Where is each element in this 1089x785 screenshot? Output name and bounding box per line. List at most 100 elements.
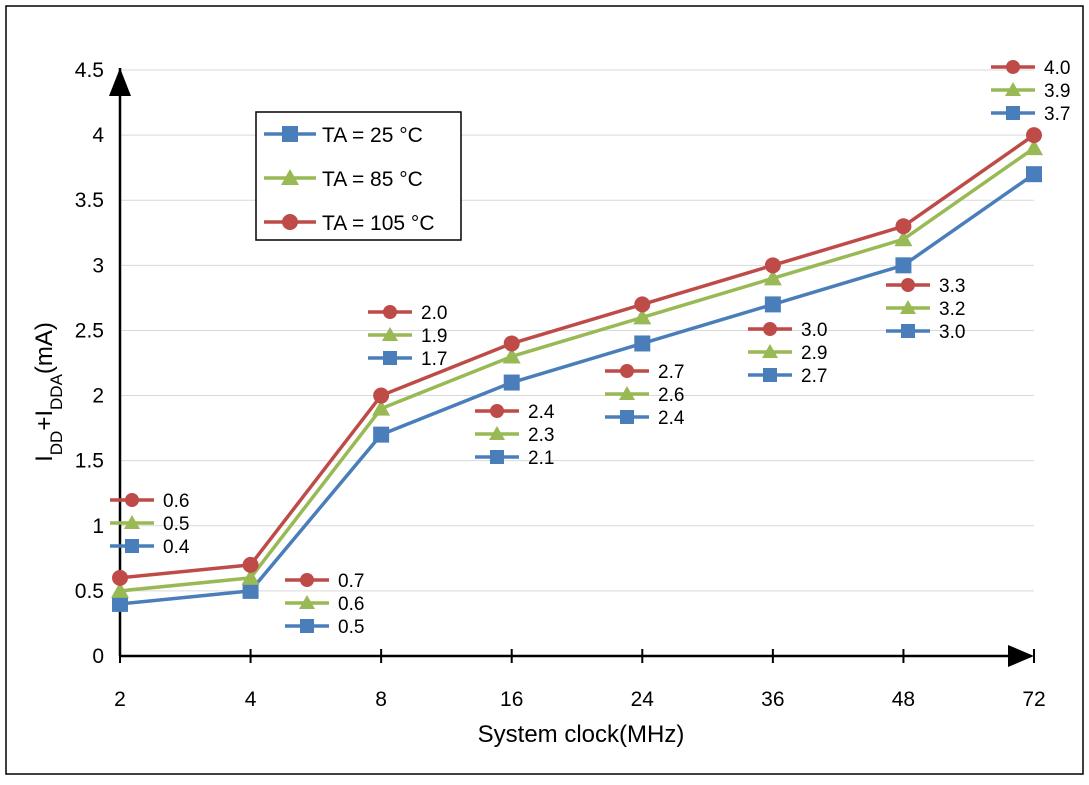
data-label: 3.0 (939, 322, 965, 343)
data-point (373, 426, 390, 443)
data-label: 3.0 (801, 320, 827, 341)
data-label: 2.3 (528, 425, 554, 446)
legend-marker (282, 214, 298, 230)
data-label: 2.0 (421, 303, 447, 324)
legend-marker (281, 169, 299, 185)
legend-label: TA = 25 °C (322, 124, 423, 147)
data-label-marker (1005, 82, 1021, 96)
y-tick-label: 1.5 (75, 450, 104, 473)
data-point (1025, 139, 1043, 156)
data-label-marker (1006, 106, 1020, 120)
data-label-marker (125, 493, 139, 507)
data-point (373, 387, 390, 404)
data-label: 2.7 (801, 366, 827, 387)
data-point (895, 257, 912, 274)
data-point (633, 308, 652, 325)
data-label: 0.7 (338, 571, 364, 592)
data-point (764, 296, 781, 313)
x-axis-arrow (1008, 645, 1034, 667)
series-line (119, 133, 1036, 580)
data-label-marker (490, 404, 504, 418)
data-point (763, 269, 782, 286)
data-label: 3.9 (1044, 81, 1070, 102)
data-label-marker (125, 539, 139, 553)
data-label: 2.4 (658, 408, 685, 429)
data-label: 2.9 (801, 343, 827, 364)
data-point (372, 399, 391, 416)
data-label: 0.6 (338, 594, 364, 615)
y-tick-label: 3.5 (75, 189, 104, 212)
data-point (242, 582, 259, 599)
data-label: 2.1 (528, 448, 554, 469)
data-label: 1.7 (421, 349, 447, 370)
data-point (112, 569, 128, 586)
data-label-marker (124, 515, 140, 529)
data-label-marker (489, 426, 505, 440)
data-label-marker (620, 410, 634, 424)
series-line (119, 172, 1036, 606)
data-point (503, 335, 520, 352)
y-axis-title: IDD+IDDA(mA) (31, 322, 66, 462)
data-label-marker (763, 368, 777, 382)
data-point (111, 581, 129, 598)
data-label: 3.7 (1044, 104, 1070, 125)
data-point (503, 374, 520, 391)
data-label-marker (619, 386, 635, 400)
data-label-marker (900, 300, 916, 314)
y-tick-label: 4.5 (75, 59, 104, 82)
data-label: 0.5 (338, 617, 364, 638)
data-label: 0.6 (163, 491, 189, 512)
data-label: 0.5 (163, 514, 189, 535)
data-label-marker (901, 278, 915, 292)
data-label-marker (299, 595, 315, 609)
data-label-marker (763, 322, 777, 336)
x-tick-label: 72 (1022, 688, 1045, 711)
data-label-marker (901, 324, 915, 338)
data-point (894, 230, 913, 247)
data-label: 1.9 (421, 326, 447, 347)
data-label-marker (620, 364, 634, 378)
data-point (242, 556, 259, 573)
x-tick-label: 4 (245, 688, 257, 711)
y-tick-label: 3 (92, 254, 104, 277)
y-tick-label: 0.5 (75, 580, 104, 603)
data-label-marker (1006, 60, 1020, 74)
y-axis-arrow (109, 68, 131, 96)
data-label: 2.7 (658, 362, 684, 383)
data-label-marker (383, 351, 397, 365)
data-label: 0.4 (163, 537, 190, 558)
x-tick-label: 8 (375, 688, 387, 711)
data-point (502, 347, 521, 364)
y-tick-label: 2.5 (75, 319, 104, 342)
data-label-marker (382, 327, 398, 341)
data-label: 2.6 (658, 385, 684, 406)
x-tick-label: 48 (892, 688, 915, 711)
data-label-marker (300, 573, 314, 587)
chart-border (5, 5, 1084, 775)
x-tick-label: 24 (631, 688, 655, 711)
legend-label: TA = 85 °C (322, 168, 423, 191)
data-label: 4.0 (1044, 58, 1070, 79)
x-axis-title: System clock(MHz) (478, 721, 685, 748)
y-tick-label: 0 (92, 645, 104, 668)
data-point (1026, 127, 1042, 144)
data-point (1026, 166, 1042, 183)
y-tick-label: 2 (92, 385, 104, 408)
data-point (895, 218, 912, 235)
data-label-marker (762, 344, 778, 358)
x-tick-label: 36 (761, 688, 784, 711)
data-label-marker (383, 305, 397, 319)
data-label-marker (490, 450, 504, 464)
data-point (241, 568, 260, 585)
y-tick-label: 4 (92, 124, 104, 147)
data-label: 2.4 (528, 402, 555, 423)
x-tick-label: 16 (500, 688, 523, 711)
data-label: 3.3 (939, 276, 965, 297)
data-label: 3.2 (939, 299, 965, 320)
x-tick-label: 2 (114, 688, 126, 711)
legend-label: TA = 105 °C (322, 212, 435, 235)
data-point (634, 335, 651, 352)
y-tick-label: 1 (92, 515, 104, 538)
data-point (112, 595, 128, 612)
